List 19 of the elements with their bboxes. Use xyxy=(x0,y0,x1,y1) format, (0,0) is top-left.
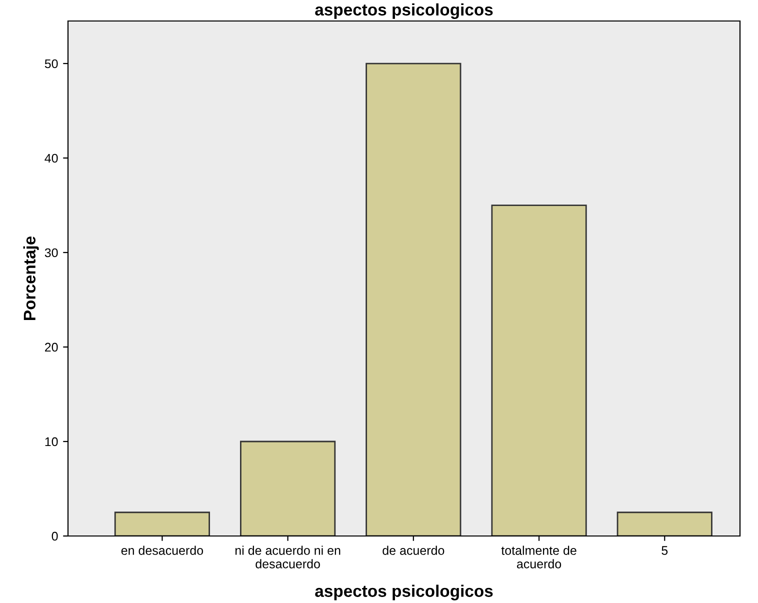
y-tick-label: 50 xyxy=(44,59,58,68)
bar xyxy=(366,62,462,536)
bar xyxy=(240,440,336,536)
x-tick-label: 5 xyxy=(662,546,668,555)
x-tick-label: en desacuerdo xyxy=(121,546,204,555)
y-tick-label: 10 xyxy=(45,437,58,446)
x-tick-label: ni de acuerdo ni en desacuerdo xyxy=(235,546,340,568)
y-tick-label: 20 xyxy=(45,342,58,352)
y-tick-label: 40 xyxy=(44,154,58,163)
y-tick-label: 0 xyxy=(52,532,58,541)
x-tick-label: totalmente de acuerdo xyxy=(501,546,576,568)
bar xyxy=(491,204,587,536)
x-axis-title: aspectos psicologicos xyxy=(315,584,493,600)
y-tick-label: 30 xyxy=(44,248,58,258)
x-tick-label: de acuerdo xyxy=(382,546,444,555)
bar xyxy=(616,512,712,536)
y-axis-title: Porcentaje xyxy=(23,236,39,320)
chart-title: aspectos psicologicos xyxy=(315,3,493,19)
bar xyxy=(114,512,210,536)
